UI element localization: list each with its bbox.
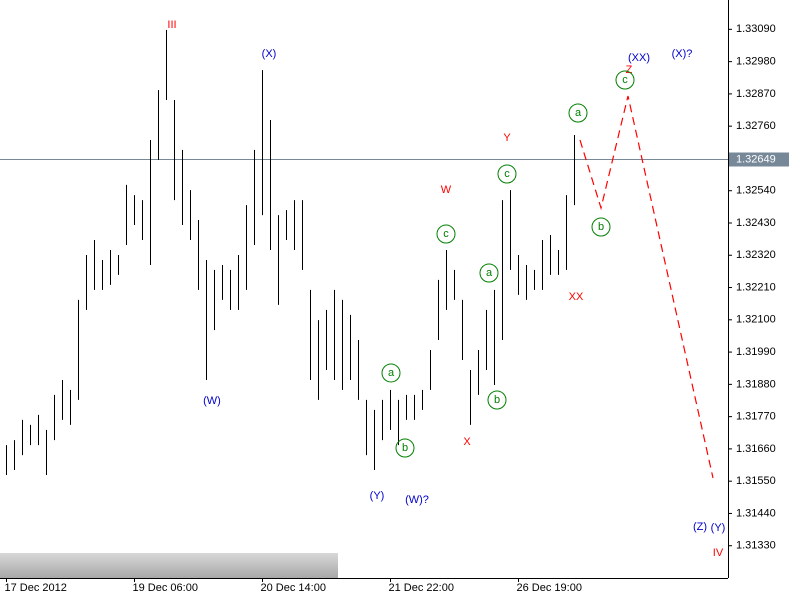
y-tick-label: 1.33090 [736,23,776,35]
wave-label: (W) [203,395,221,407]
x-tick-label: 17 Dec 2012 [5,582,67,594]
wave-label: b [598,221,604,233]
wave-circle [497,164,517,184]
x-tick-label: 21 Dec 22:00 [389,582,454,594]
wave-label: c [443,228,449,240]
wave-label: (Y) [711,522,726,534]
wave-label: (XX) [628,52,650,64]
wave-circle [568,103,588,123]
wave-label: c [622,74,628,86]
wave-label: III [167,19,176,31]
wave-label: W [441,184,452,196]
wave-label: IV [713,547,724,559]
wave-label: a [575,107,582,119]
wave-label: b [402,442,408,454]
wave-circle [381,363,401,383]
wave-label: c [504,168,510,180]
y-tick-label: 1.32100 [736,314,776,326]
x-tick-label: 19 Dec 06:00 [133,582,198,594]
wave-label: Z [626,64,633,76]
y-tick-label: 1.31440 [736,507,776,519]
y-tick-label: 1.32540 [736,185,776,197]
y-tick-label: 1.32320 [736,249,776,261]
y-tick-label: 1.31330 [736,540,776,552]
y-tick-label: 1.31880 [736,378,776,390]
wave-circle [479,263,499,283]
wave-label: b [494,394,500,406]
scrollbar[interactable] [0,553,338,578]
y-tick-label: 1.31770 [736,411,776,423]
wave-label: a [388,367,395,379]
wave-circle [395,438,415,458]
wave-circle [615,70,635,90]
y-tick-label: 1.32430 [736,217,776,229]
wave-label: (X) [262,48,277,60]
x-tick-label: 26 Dec 19:00 [517,582,582,594]
wave-label: X [463,436,471,448]
wave-label: (X)? [672,48,693,60]
forecast-path [579,95,714,479]
wave-label: (Y) [370,490,385,502]
wave-circle [487,390,507,410]
y-tick-label: 1.31550 [736,475,776,487]
wave-circle [436,224,456,244]
wave-label: (Z) [693,521,707,533]
y-tick-label: 1.32870 [736,88,776,100]
wave-circle [591,217,611,237]
wave-label: Y [503,132,511,144]
current-price-box [729,152,789,167]
current-price-label: 1.32649 [736,153,776,165]
wave-label: XX [569,291,584,303]
y-tick-label: 1.31990 [736,346,776,358]
wave-label: (W)? [405,494,429,506]
x-tick-label: 20 Dec 14:00 [261,582,326,594]
y-tick-label: 1.32980 [736,56,776,68]
y-tick-label: 1.32210 [736,281,776,293]
y-tick-label: 1.32760 [736,120,776,132]
wave-label: a [486,267,493,279]
y-tick-label: 1.31660 [736,443,776,455]
